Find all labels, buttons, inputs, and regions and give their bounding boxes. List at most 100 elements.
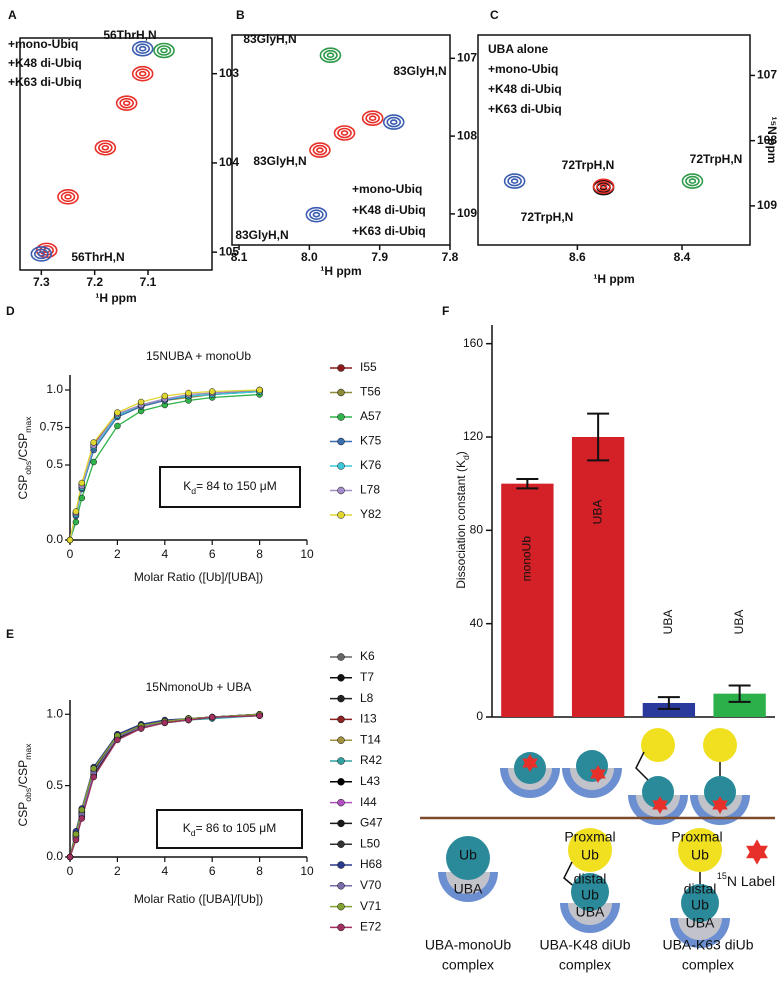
contour [326,52,335,59]
point [90,773,97,781]
uba-text: UBA [454,881,483,897]
legend-marker [337,413,345,421]
plot-frame [231,34,451,246]
series-line [69,390,260,541]
point [137,398,145,406]
linker [635,751,651,783]
label-icon [746,839,768,865]
point [78,494,86,502]
ub-icon [681,884,719,922]
legend-label: L50 [360,836,380,850]
contour [688,178,697,184]
y-axis-label-part: ) [454,451,468,455]
x-tick-label: 8.4 [674,250,691,264]
contour [153,42,175,59]
proximal-icon [703,728,737,762]
legend-label: G47 [360,816,383,830]
contour [135,43,150,55]
chart-title: 15NUBA + monoUb [146,349,251,363]
contour [386,116,402,128]
contour [333,125,356,141]
panel-letter: C [490,8,499,22]
annotation-sub: d [191,828,196,838]
y-tick-label: 120 [463,429,483,443]
legend-marker [337,388,345,397]
legend-marker [337,437,345,446]
contour [361,110,384,127]
annotation: 83GlyH,N [243,32,296,46]
x-tick-label: 10 [300,547,314,561]
series-line [69,713,260,858]
point [114,736,121,744]
y-tick-label: 105 [219,244,239,258]
x-tick-label: 0 [67,547,74,561]
legend-marker [337,840,345,848]
contour [64,194,72,200]
point [114,409,121,416]
x-tick-label: 2 [114,547,121,561]
peak [131,65,154,82]
bar [571,437,625,717]
point [66,853,74,861]
contour [312,144,328,156]
legend-label: +K63 di-Ubiq [8,75,82,89]
contour [382,114,405,130]
annotation: 72TrpH,N [690,152,743,166]
peak [333,125,356,141]
error-bar [657,696,680,710]
contour [592,178,615,195]
contour [131,40,154,57]
annotation: Kd= 84 to 150 μM [183,479,276,496]
contour [131,65,154,82]
panel-letter: A [8,8,17,22]
bar-label: UBA [661,610,675,635]
contour [503,173,526,189]
proximal-icon [641,728,675,762]
distal-text: distal [684,881,717,897]
legend-label: I44 [360,795,377,809]
contour [37,251,46,257]
x-tick-label: 7.9 [371,250,388,264]
legend-marker [337,757,345,765]
contour [319,47,342,64]
y-tick-label: 104 [219,155,239,169]
x-axis-label: ¹H ppm [320,264,361,278]
legend-marker [337,778,345,786]
peak [153,42,175,59]
uba-text: UBA [686,915,715,931]
bar-label: UBA [590,500,604,525]
contour [316,147,324,153]
y-tick-label: 80 [470,523,484,537]
legend-label: +K63 di-Ubiq [352,224,426,238]
legend-label: +mono-Ubiq [352,182,422,196]
legend-label: I13 [360,712,377,726]
point [78,815,86,822]
contour [596,181,611,192]
legend-label: L8 [360,691,374,705]
y-tick-label: 108 [457,128,477,142]
contour [337,127,352,139]
label-text: 15N Label [717,871,775,888]
x-tick-label: 4 [161,547,168,561]
complex-label: UBA-monoUb [425,937,512,953]
bar [501,483,554,717]
uba-text: UBA [576,904,605,920]
legend-marker [337,736,345,744]
legend-label: E72 [360,920,382,934]
point [137,725,145,732]
y-axis-label-sub: max [23,416,33,433]
contour [101,144,110,151]
x-axis-label: Molar Ratio ([Ub]/[UBA]) [134,570,263,584]
contour [365,112,380,124]
legend-label: I55 [360,360,377,374]
legend-label: V71 [360,899,382,913]
x-tick-label: 7.3 [33,275,50,289]
x-tick-label: 10 [300,864,314,878]
x-tick-label: 8.0 [301,250,318,264]
proximal-ub-text: Ub [581,847,599,863]
contour [685,175,700,187]
x-tick-label: 7.2 [86,275,103,289]
contour [60,191,76,203]
y-axis-label-sub: obs [23,788,33,802]
point [72,518,80,526]
